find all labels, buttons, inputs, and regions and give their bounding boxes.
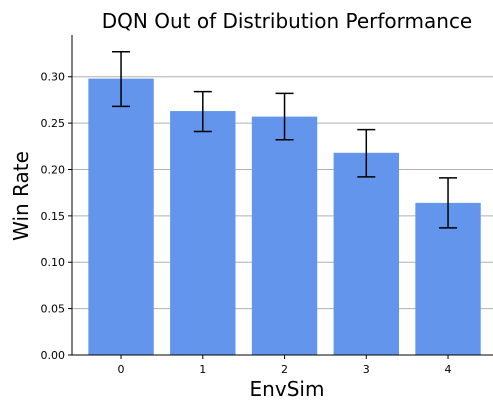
bars xyxy=(88,78,481,355)
x-tick-label: 4 xyxy=(445,363,452,376)
axes xyxy=(68,35,493,359)
y-axis-label: Win Rate xyxy=(9,151,33,241)
y-tick-label: 0.20 xyxy=(41,163,66,176)
y-tick-label: 0.15 xyxy=(41,210,66,223)
y-tick-label: 0.25 xyxy=(41,117,66,130)
tick-labels: 0.00 0.05 0.10 0.15 0.20 0.25 0.30 0 1 2 3 4 xyxy=(41,71,452,376)
bar xyxy=(170,111,236,355)
x-axis-label: EnvSim xyxy=(250,377,325,399)
x-tick-label: 2 xyxy=(281,363,288,376)
chart-title: DQN Out of Distribution Performance xyxy=(102,9,473,33)
x-tick-label: 1 xyxy=(199,363,206,376)
y-tick-label: 0.00 xyxy=(41,349,66,362)
bar xyxy=(88,78,154,355)
y-tick-label: 0.30 xyxy=(41,71,66,84)
y-tick-label: 0.05 xyxy=(41,303,66,316)
x-tick-label: 3 xyxy=(363,363,370,376)
bar xyxy=(333,152,399,355)
error-bars xyxy=(112,50,458,229)
bar xyxy=(251,116,318,355)
x-tick-label: 0 xyxy=(118,363,125,376)
y-tick-label: 0.10 xyxy=(41,256,66,269)
